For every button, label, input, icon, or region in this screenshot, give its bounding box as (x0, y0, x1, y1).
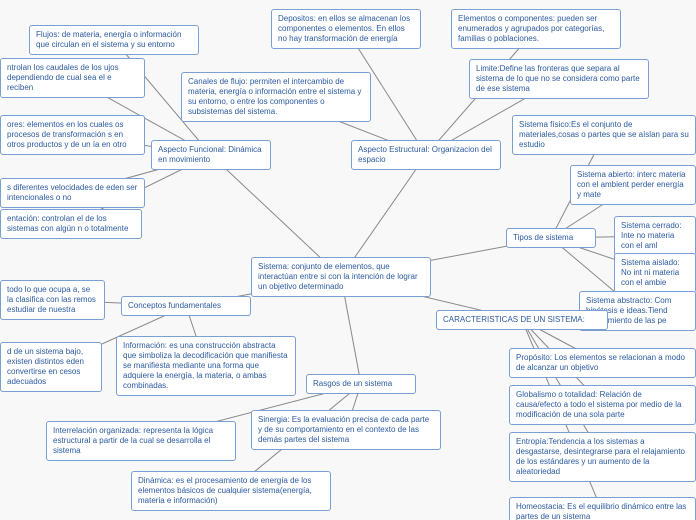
node-canales[interactable]: Canales de flujo: permiten el intercambi… (181, 72, 371, 122)
node-interrel[interactable]: Interrelación organizada: representa la … (46, 421, 236, 461)
node-entropia[interactable]: Entropía:Tendencia a los sistemas a desg… (509, 432, 696, 482)
node-retroalim[interactable]: entación: controlan el de los sistemas c… (0, 209, 142, 239)
node-conceptos[interactable]: Conceptos fundamentales (121, 296, 251, 316)
node-energia[interactable]: d de un sistema bajo, existen distintos … (0, 342, 102, 392)
node-retardos[interactable]: s diferentes velocidades de eden ser int… (0, 178, 145, 208)
node-rasgos[interactable]: Rasgos de un sistema (306, 374, 416, 394)
node-homeost[interactable]: Homeostacia: Es el equilibrio dinámico e… (509, 497, 696, 520)
node-entorno[interactable]: todo lo que ocupa a, se la clasifica con… (0, 280, 105, 320)
node-depositos[interactable]: Depositos: en ellos se almacenan los com… (271, 9, 421, 49)
node-sisabierto[interactable]: Sistema abierto: interc materia con el a… (570, 165, 696, 205)
node-globalismo[interactable]: Globalismo o totalidad: Relación de caus… (509, 385, 696, 425)
node-siscerrado[interactable]: Sistema cerrado: Inte no materia con el … (614, 216, 696, 256)
node-transform[interactable]: ores: elementos en los cuales os proceso… (0, 115, 145, 155)
node-caract[interactable]: CARACTERISTICAS DE UN SISTEMA: (436, 310, 608, 330)
node-asp-estr[interactable]: Aspecto Estructural: Organizacion del es… (351, 140, 501, 170)
node-sinergia[interactable]: Sinergia: Es la evaluación precisa de ca… (251, 410, 441, 450)
node-elementos[interactable]: Elementos o componentes: pueden ser enum… (451, 9, 621, 49)
node-flujos[interactable]: Flujos: de materia, energía o informació… (29, 25, 199, 55)
node-limite[interactable]: Limite:Define las fronteras que separa a… (469, 59, 649, 99)
node-sisaislado[interactable]: Sistema aislado: No int ni materia con e… (614, 253, 696, 293)
node-sistema[interactable]: Sistema: conjunto de elementos, que inte… (251, 257, 431, 297)
node-proposito[interactable]: Propósito: Los elementos se relacionan a… (509, 348, 696, 378)
node-informacion[interactable]: Información: es una construcción abstrac… (116, 336, 296, 396)
node-tipos[interactable]: Tipos de sistema (506, 228, 596, 248)
node-valvulas[interactable]: ntrolan los caudales de los ujos dependi… (0, 58, 145, 98)
node-sisfisico[interactable]: Sistema físico:Es el conjunto de materia… (512, 115, 696, 155)
node-asp-func[interactable]: Aspecto Funcional: Dinámica en movimient… (151, 140, 271, 170)
node-dinamica[interactable]: Dinámica: es el procesamiento de energía… (131, 471, 331, 511)
